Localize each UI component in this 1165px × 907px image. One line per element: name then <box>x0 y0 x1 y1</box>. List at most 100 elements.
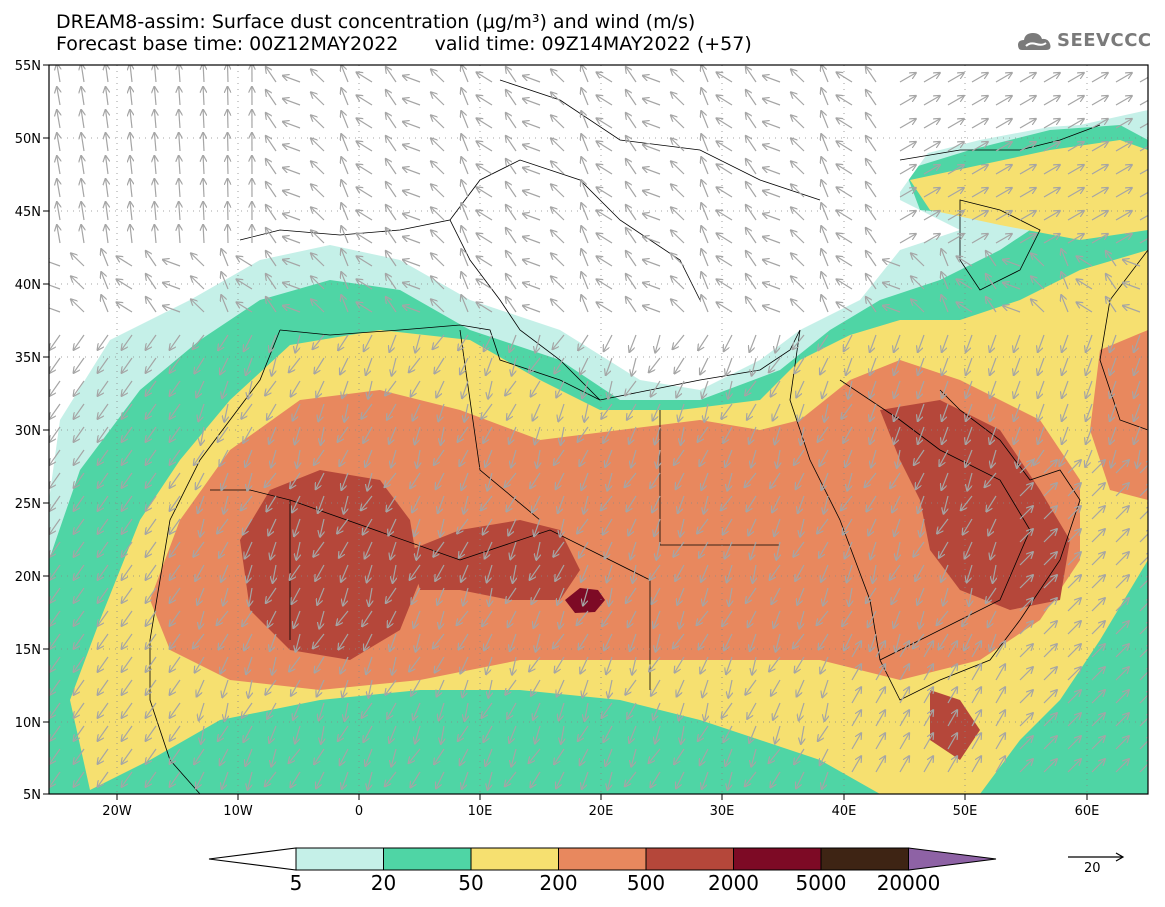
wind-vector <box>477 142 493 152</box>
wind-vector <box>81 65 84 83</box>
lon-label: 50E <box>953 804 978 819</box>
wind-vector <box>671 162 685 175</box>
wind-vector <box>316 380 325 397</box>
wind-vector <box>601 495 613 510</box>
wind-vector <box>203 202 204 221</box>
wind-vector <box>821 111 829 129</box>
wind-vector <box>341 157 349 175</box>
wind-vector <box>146 357 157 373</box>
wind-vector <box>1091 483 1105 497</box>
wind-vector <box>681 426 684 445</box>
wind-vector <box>106 202 108 221</box>
wind-vector <box>1003 306 1021 313</box>
wind-vector <box>357 188 373 198</box>
wind-vector <box>477 211 493 221</box>
wind-vector <box>1043 529 1057 543</box>
wind-vector <box>484 334 493 351</box>
wind-vector <box>918 495 925 513</box>
wind-vector <box>655 426 661 444</box>
wind-vector <box>511 449 517 467</box>
wind-vector <box>477 188 493 198</box>
wind-vector <box>122 472 133 488</box>
wind-vector <box>170 472 181 488</box>
wind-vector <box>1091 142 1108 152</box>
lat-label: 25N <box>15 497 41 512</box>
wind-vector <box>1034 449 1045 465</box>
wind-vector <box>633 564 636 583</box>
wind-vector <box>243 518 253 534</box>
wind-vector <box>1061 272 1069 290</box>
wind-vector <box>1038 380 1045 398</box>
wind-vector <box>506 90 517 106</box>
wind-vector <box>1091 460 1105 474</box>
wind-vector <box>1067 506 1081 520</box>
wind-vector <box>170 380 181 396</box>
wind-vector <box>1115 234 1132 244</box>
wind-vector <box>485 541 493 558</box>
lat-label: 15N <box>15 643 41 658</box>
wind-vector <box>918 357 925 375</box>
wind-vector <box>643 145 661 152</box>
lat-label: 20N <box>15 570 41 585</box>
wind-vector <box>791 116 805 129</box>
wind-vector <box>643 168 661 175</box>
wind-vector <box>295 426 301 444</box>
lat-label: 45N <box>15 205 41 220</box>
wind-vector <box>1060 449 1069 466</box>
wind-vector <box>915 564 925 581</box>
wind-vector <box>508 518 517 535</box>
wind-vector <box>995 73 1012 83</box>
wind-vector <box>701 203 709 221</box>
wind-vector <box>1019 552 1033 566</box>
wind-vector <box>530 472 541 488</box>
wind-vector <box>101 272 109 290</box>
wind-vector <box>223 587 229 605</box>
wind-vector <box>265 472 277 487</box>
wind-vector <box>794 449 805 465</box>
wind-vector <box>1134 380 1141 398</box>
wind-vector <box>866 297 877 313</box>
wind-vector <box>844 334 853 351</box>
colorbar-bin <box>645 847 734 871</box>
colorbar-label: 50 <box>458 871 484 895</box>
wind-vector <box>607 564 613 582</box>
wind-vector <box>195 357 205 373</box>
wind-vector <box>461 295 469 313</box>
logo-text: SEEVCCC <box>1057 30 1152 51</box>
wind-vector <box>50 541 61 557</box>
wind-vector <box>847 564 853 582</box>
wind-vector <box>533 403 541 420</box>
wind-vector <box>671 93 685 106</box>
wind-vector <box>311 93 325 106</box>
wind-vector <box>361 403 373 419</box>
wind-vector <box>605 449 613 467</box>
wind-vector <box>1043 460 1057 474</box>
wind-vector <box>770 472 781 488</box>
wind-vector <box>367 564 373 582</box>
wind-vector <box>626 274 637 290</box>
wind-vector <box>771 380 781 396</box>
wind-vector <box>551 208 565 221</box>
wind-vector <box>1115 165 1132 175</box>
wind-vector <box>403 191 421 198</box>
wind-vector <box>971 142 988 152</box>
wind-vector <box>179 179 180 198</box>
wind-vector <box>774 518 781 536</box>
wind-vector <box>98 426 109 442</box>
wind-vector <box>798 495 805 513</box>
wind-vector <box>435 564 445 581</box>
wind-vector <box>942 334 949 352</box>
wind-vector <box>296 541 300 560</box>
wind-vector <box>203 133 204 152</box>
wind-vector <box>551 93 565 106</box>
wind-vector <box>626 182 637 198</box>
wind-vector <box>506 67 517 83</box>
wind-vector <box>899 142 916 152</box>
wind-vector <box>461 180 469 198</box>
wind-vector <box>1115 96 1132 106</box>
wind-vector <box>74 541 85 557</box>
wind-vector <box>1067 529 1081 543</box>
wind-vector <box>390 541 397 559</box>
wind-vector <box>1110 334 1117 352</box>
wind-vector <box>367 472 373 490</box>
